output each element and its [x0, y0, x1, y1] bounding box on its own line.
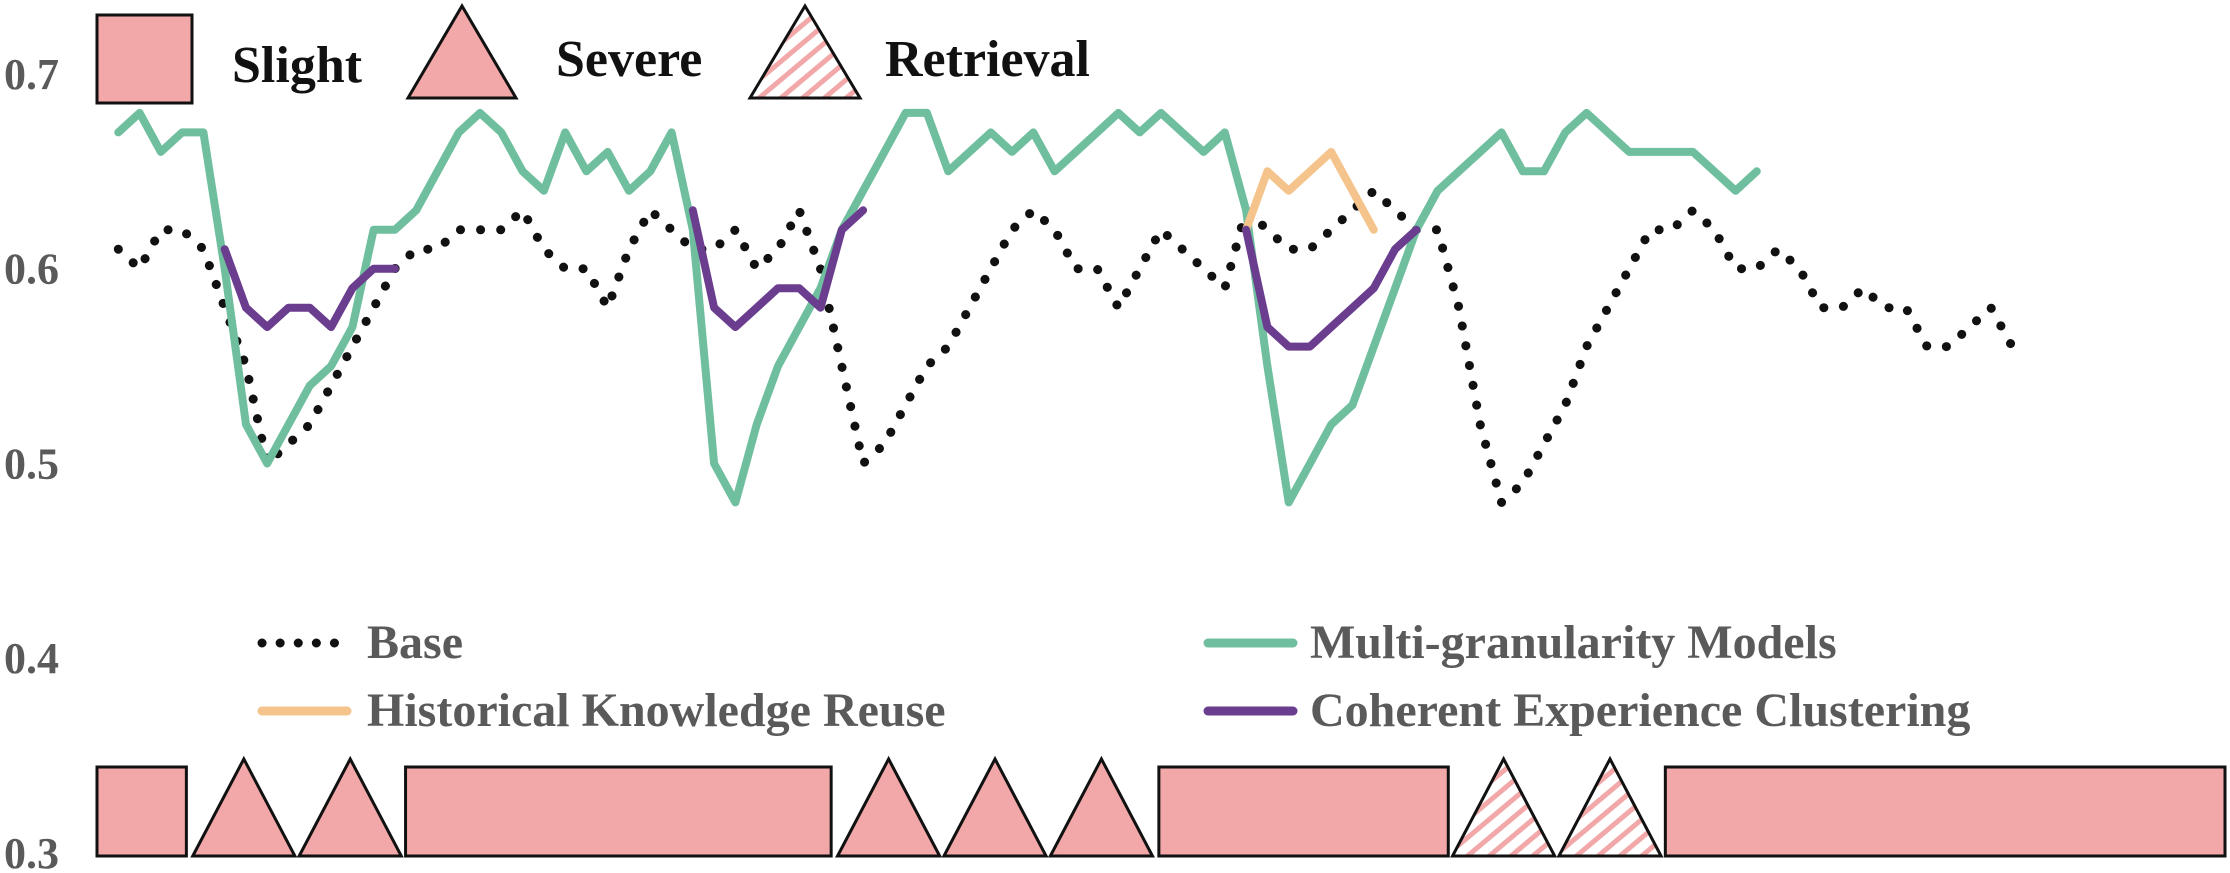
legend-retrieval-label: Retrieval: [885, 31, 1090, 88]
series-line-coherent-experience-clustering-2: [1242, 225, 1421, 351]
legend-severe-swatch: [405, 3, 519, 100]
legend-multigranularity-label: Multi-granularity Models: [1310, 616, 1837, 669]
series-line-coherent-experience-clustering-1: [688, 206, 868, 332]
series-legend: Base Multi-granularity Models Historical…: [257, 616, 1970, 737]
legend-historical-label: Historical Knowledge Reuse: [367, 684, 946, 737]
y-tick-label: 0.4: [4, 634, 59, 683]
legend-severe-label: Severe: [556, 31, 702, 88]
segment-rect-0: [95, 765, 188, 858]
y-tick-label: 0.5: [4, 439, 59, 488]
legend-slight-swatch: [95, 13, 194, 105]
segment-triangle-6: [1047, 755, 1155, 858]
legend-coherent-label: Coherent Experience Clustering: [1310, 684, 1970, 737]
segment-strip: [95, 755, 2227, 858]
segment-triangle-4: [835, 755, 943, 858]
series-line-coherent-experience-clustering-0: [220, 245, 399, 332]
segment-hatched-triangle-8: [1450, 755, 1558, 858]
segment-rect-7: [1157, 765, 1450, 858]
segment-triangle-5: [941, 755, 1049, 858]
segment-rect-10: [1663, 765, 2227, 858]
y-tick-label: 0.7: [4, 50, 59, 99]
y-tick-label: 0.3: [4, 829, 59, 873]
segment-triangle-1: [190, 755, 298, 858]
legend-slight-label: Slight: [232, 37, 363, 94]
segment-rect-3: [404, 765, 833, 858]
series-line-base-0: [113, 186, 2017, 507]
legend-base-label: Base: [367, 616, 463, 669]
chart-series-lines: [113, 108, 2017, 507]
shape-legend: Slight Severe Retrieval: [95, 3, 1090, 105]
segment-triangle-2: [296, 755, 404, 858]
series-line-historical-knowledge-reuse-0: [1242, 147, 1378, 234]
y-axis-tick-labels: 0.7 0.6 0.5 0.4 0.3: [4, 50, 59, 873]
series-line-multi-granularity-models-0: [114, 108, 1761, 507]
segment-hatched-triangle-9: [1556, 755, 1664, 858]
y-tick-label: 0.6: [4, 245, 59, 294]
legend-retrieval-swatch: [747, 3, 863, 100]
